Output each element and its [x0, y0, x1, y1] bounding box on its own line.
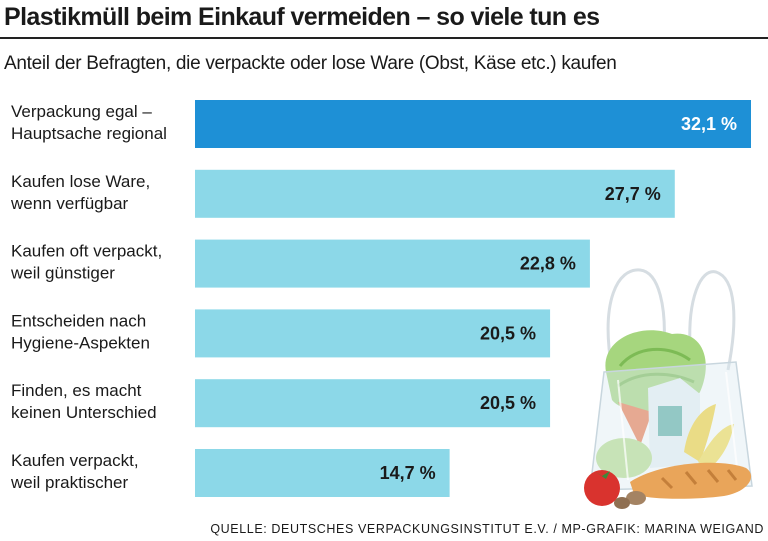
bar-5: [195, 379, 551, 428]
category-label-line: Entscheiden nach: [11, 311, 146, 330]
value-label-2: 27,7 %: [605, 184, 661, 204]
value-labels-group: 32,1 % 27,7 % 22,8 % 20,5 % 20,5 % 14,7 %: [380, 114, 737, 483]
value-label-1: 32,1 %: [681, 114, 737, 134]
value-label-5: 20,5 %: [480, 393, 536, 413]
title-divider: [0, 37, 768, 39]
category-label-line: Kaufen oft verpackt,: [11, 242, 162, 261]
category-label-5: Finden, es macht keinen Unterschied: [11, 381, 157, 422]
bar-1: [195, 100, 751, 148]
chart-subtitle: Anteil der Befragten, die verpackte oder…: [4, 53, 617, 74]
category-label-line: weil günstiger: [10, 264, 115, 283]
category-label-line: Hauptsache regional: [11, 124, 167, 143]
category-label-line: weil praktischer: [10, 473, 128, 492]
shopping-bag-with-groceries-icon: [584, 268, 753, 509]
category-label-line: Verpackung egal –: [11, 102, 152, 121]
bar-2: [195, 169, 675, 218]
category-label-3: Kaufen oft verpackt, weil günstiger: [10, 242, 162, 283]
category-label-line: keinen Unterschied: [11, 403, 157, 422]
category-labels-group: Verpackung egal – Hauptsache regional Kauf…: [10, 102, 167, 492]
category-label-line: Hygiene-Aspekten: [11, 333, 150, 352]
bar-6: [195, 449, 450, 497]
category-label-line: wenn verfügbar: [10, 194, 129, 213]
chart-title: Plastikmüll beim Einkauf vermeiden – so …: [4, 3, 600, 31]
bar-4: [195, 309, 551, 358]
category-label-line: Kaufen verpackt,: [11, 451, 139, 470]
source-credit: QUELLE: DEUTSCHES VERPACKUNGSINSTITUT E.…: [210, 522, 764, 536]
category-label-4: Entscheiden nach Hygiene-Aspekten: [11, 311, 150, 352]
category-label-line: Kaufen lose Ware,: [11, 172, 150, 191]
category-label-6: Kaufen verpackt, weil praktischer: [10, 451, 139, 492]
bar-3: [195, 239, 590, 288]
bars-group: [195, 100, 751, 497]
value-label-6: 14,7 %: [380, 463, 436, 483]
category-label-2: Kaufen lose Ware, wenn verfügbar: [10, 172, 150, 213]
value-label-3: 22,8 %: [520, 254, 576, 274]
category-label-line: Finden, es macht: [11, 381, 142, 400]
category-label-1: Verpackung egal – Hauptsache regional: [11, 102, 167, 143]
value-label-4: 20,5 %: [480, 323, 536, 343]
